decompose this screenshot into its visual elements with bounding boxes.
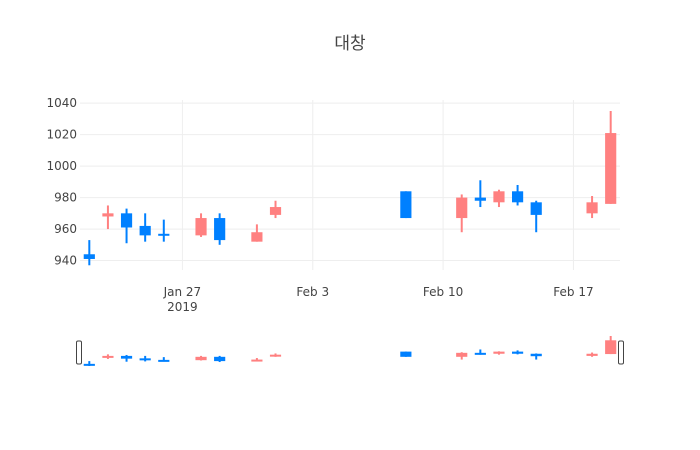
slider-candle-body — [269, 354, 282, 357]
candle[interactable] — [530, 200, 542, 233]
candle-body — [120, 213, 133, 228]
range-slider-handle-right[interactable] — [618, 340, 624, 365]
candle[interactable] — [214, 213, 226, 245]
slider-candle — [83, 361, 95, 366]
slider-candle-body — [214, 356, 226, 362]
candle-layer — [83, 111, 617, 266]
slider-candle-body — [158, 359, 170, 362]
slider-candle — [512, 350, 524, 355]
candle-body — [530, 202, 542, 215]
slider-candle — [530, 353, 542, 360]
slider-candle — [139, 355, 151, 362]
slider-candle-body — [102, 355, 114, 358]
candle[interactable] — [512, 185, 524, 206]
slider-candle — [586, 352, 598, 357]
candle-body — [400, 191, 412, 219]
slider-candle-body — [530, 353, 542, 357]
candle[interactable] — [251, 224, 263, 242]
candle-body — [269, 207, 282, 215]
chart-title: 대창 — [334, 34, 366, 54]
candle[interactable] — [120, 208, 133, 244]
slider-candle — [214, 355, 226, 363]
candle-body — [214, 218, 226, 241]
slider-candle-body — [120, 355, 133, 359]
candle[interactable] — [474, 180, 486, 208]
y-tick-label: 1020 — [46, 128, 77, 142]
slider-candle-body — [83, 363, 95, 366]
candle-body — [102, 213, 114, 217]
x-tick-label: Feb 17 — [553, 285, 593, 299]
slider-candle — [158, 357, 170, 362]
slider-candle — [102, 354, 114, 359]
slider-candle — [251, 358, 263, 362]
candle-body — [512, 191, 524, 203]
candle[interactable] — [139, 213, 151, 242]
candle-body — [158, 233, 170, 236]
candle[interactable] — [605, 111, 617, 204]
slider-candle-body — [400, 351, 412, 357]
range-slider-handle-left[interactable] — [76, 340, 82, 365]
candle[interactable] — [586, 196, 598, 219]
y-tick-label: 1000 — [46, 159, 77, 173]
slider-candle — [120, 354, 133, 362]
slider-candle-body — [474, 352, 486, 355]
candle[interactable] — [102, 205, 114, 230]
candle-body — [139, 225, 151, 236]
candle[interactable] — [195, 213, 207, 237]
candle[interactable] — [493, 189, 505, 208]
slider-candle — [195, 355, 207, 361]
candle-body — [474, 197, 486, 201]
slider-candle-body — [586, 353, 598, 356]
candle-body — [195, 218, 207, 236]
slider-candle-body — [512, 351, 524, 354]
candle[interactable] — [456, 194, 468, 233]
grid-layer — [80, 100, 620, 270]
slider-candle — [400, 351, 412, 357]
y-tick-label: 980 — [54, 191, 77, 205]
slider-candle — [269, 353, 282, 357]
slider-candle-body — [139, 358, 151, 361]
slider-candle — [493, 351, 505, 355]
candle[interactable] — [158, 219, 170, 242]
range-slider[interactable] — [76, 336, 624, 366]
x-tick-sublabel: 2019 — [167, 300, 198, 314]
slider-candle — [474, 349, 486, 355]
slider-candle-body — [493, 351, 505, 354]
slider-candle-body — [195, 356, 207, 361]
candle[interactable] — [83, 240, 95, 266]
candle[interactable] — [400, 191, 412, 219]
x-tick-label: Feb 10 — [423, 285, 463, 299]
candle-body — [251, 232, 263, 242]
candle[interactable] — [269, 200, 282, 219]
candle-body — [83, 254, 95, 259]
x-tick-label: Feb 3 — [296, 285, 329, 299]
candle-body — [493, 191, 505, 203]
slider-candle — [605, 336, 617, 355]
candle-body — [456, 197, 468, 219]
y-tick-label: 960 — [54, 222, 77, 236]
y-tick-label: 940 — [54, 254, 77, 268]
candle-body — [586, 202, 598, 214]
slider-candle-body — [605, 340, 617, 355]
y-tick-label: 1040 — [46, 96, 77, 110]
candle-body — [605, 133, 617, 204]
slider-candle-body — [251, 359, 263, 362]
slider-candle-body — [456, 352, 468, 357]
x-tick-label: Jan 27 — [163, 285, 202, 299]
slider-candle — [456, 352, 468, 360]
